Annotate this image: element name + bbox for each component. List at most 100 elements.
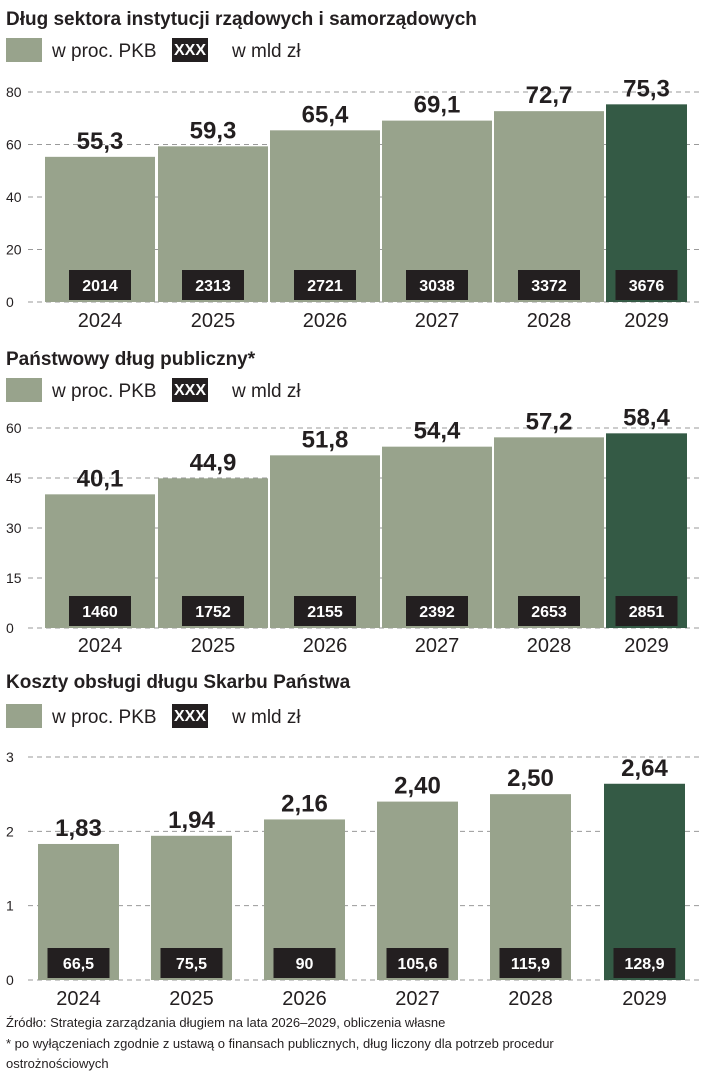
value-label: 2,40 — [394, 773, 441, 800]
x-tick-label: 2028 — [527, 635, 572, 657]
x-tick-label: 2026 — [282, 988, 327, 1010]
x-tick-label: 2028 — [508, 988, 553, 1010]
y-tick-label: 45 — [6, 470, 22, 486]
secondary-value-box — [518, 270, 580, 300]
x-tick-label: 2029 — [624, 635, 669, 657]
x-tick-label: 2027 — [415, 310, 460, 332]
secondary-value-box — [615, 596, 678, 626]
legend-bar-label: w proc. PKB — [51, 41, 157, 62]
secondary-value-box — [69, 596, 131, 626]
secondary-value-label: 2653 — [531, 604, 567, 621]
x-tick-label: 2025 — [191, 310, 236, 332]
value-label: 65,4 — [302, 101, 349, 128]
y-tick-label: 0 — [6, 294, 14, 310]
x-tick-label: 2024 — [78, 635, 123, 657]
secondary-value-label: 75,5 — [176, 956, 207, 973]
x-tick-label: 2029 — [622, 988, 667, 1010]
legend-box-sample: XXX — [174, 708, 206, 725]
footnote-line2: ostrożnościowych — [6, 1056, 109, 1071]
y-tick-label: 0 — [6, 972, 14, 988]
value-label: 72,7 — [526, 82, 573, 109]
value-label: 2,16 — [281, 790, 328, 817]
legend-box-swatch — [172, 38, 208, 62]
value-label: 2,64 — [621, 755, 668, 782]
chart-title: Koszty obsługi długu Skarbu Państwa — [6, 672, 351, 693]
secondary-value-box — [47, 948, 110, 978]
secondary-value-label: 2014 — [82, 278, 118, 295]
legend-bar-label: w proc. PKB — [51, 381, 157, 402]
secondary-value-label: 1460 — [82, 604, 118, 621]
secondary-value-label: 115,9 — [511, 956, 550, 973]
value-label: 69,1 — [414, 92, 461, 119]
legend-box-label: w mld zł — [231, 41, 301, 62]
secondary-value-box — [294, 270, 356, 300]
x-tick-label: 2024 — [78, 310, 123, 332]
y-tick-label: 2 — [6, 823, 14, 839]
value-label: 51,8 — [302, 426, 349, 453]
x-tick-label: 2027 — [415, 635, 460, 657]
secondary-value-box — [182, 596, 244, 626]
x-tick-label: 2027 — [395, 988, 440, 1010]
secondary-value-box — [518, 596, 580, 626]
chart-title: Państwowy dług publiczny* — [6, 349, 256, 370]
value-label: 58,4 — [623, 404, 670, 431]
y-tick-label: 40 — [6, 189, 22, 205]
y-tick-label: 20 — [6, 242, 22, 258]
x-tick-label: 2026 — [303, 635, 348, 657]
secondary-value-box — [499, 948, 562, 978]
legend-box-label: w mld zł — [231, 707, 301, 728]
secondary-value-box — [182, 270, 244, 300]
secondary-value-label: 128,9 — [624, 956, 664, 973]
x-tick-label: 2029 — [624, 310, 669, 332]
value-label: 55,3 — [77, 128, 124, 155]
legend-box-sample: XXX — [174, 42, 206, 59]
y-tick-label: 60 — [6, 137, 22, 153]
y-tick-label: 80 — [6, 84, 22, 100]
legend-box-swatch — [172, 378, 208, 402]
legend-bar-swatch — [6, 378, 42, 402]
secondary-value-label: 2313 — [195, 278, 231, 295]
value-label: 40,1 — [77, 465, 124, 492]
y-tick-label: 15 — [6, 570, 22, 586]
secondary-value-box — [294, 596, 356, 626]
secondary-value-box — [406, 270, 468, 300]
secondary-value-label: 2721 — [307, 278, 343, 295]
secondary-value-label: 3038 — [419, 278, 455, 295]
chart-title: Dług sektora instytucji rządowych i samo… — [6, 9, 477, 30]
y-tick-label: 60 — [6, 420, 22, 436]
secondary-value-label: 90 — [296, 956, 314, 973]
x-tick-label: 2026 — [303, 310, 348, 332]
bar-2029 — [606, 104, 687, 303]
footnote-line1: * po wyłączeniach zgodnie z ustawą o fin… — [6, 1036, 554, 1051]
legend-box-label: w mld zł — [231, 381, 301, 402]
secondary-value-label: 66,5 — [63, 956, 94, 973]
value-label: 54,4 — [414, 418, 461, 445]
x-tick-label: 2025 — [169, 988, 214, 1010]
value-label: 75,3 — [623, 75, 670, 102]
x-tick-label: 2025 — [191, 635, 236, 657]
secondary-value-box — [406, 596, 468, 626]
source-note: Źródło: Strategia zarządzania długiem na… — [6, 1015, 445, 1030]
value-label: 59,3 — [190, 117, 237, 144]
secondary-value-label: 2392 — [419, 604, 455, 621]
secondary-value-box — [160, 948, 223, 978]
secondary-value-label: 2851 — [629, 604, 665, 621]
x-tick-label: 2028 — [527, 310, 572, 332]
secondary-value-label: 1752 — [195, 604, 231, 621]
legend-bar-swatch — [6, 38, 42, 62]
secondary-value-box — [386, 948, 449, 978]
value-label: 1,94 — [168, 807, 215, 834]
secondary-value-box — [273, 948, 336, 978]
value-label: 2,50 — [507, 765, 554, 792]
legend-bar-label: w proc. PKB — [51, 707, 157, 728]
y-tick-label: 0 — [6, 620, 14, 636]
secondary-value-box — [69, 270, 131, 300]
legend-box-swatch — [172, 704, 208, 728]
bar-2029 — [606, 433, 687, 628]
secondary-value-box — [613, 948, 676, 978]
secondary-value-label: 3372 — [531, 278, 567, 295]
x-tick-label: 2024 — [56, 988, 101, 1010]
value-label: 44,9 — [190, 449, 237, 476]
bar-2029 — [604, 783, 685, 980]
